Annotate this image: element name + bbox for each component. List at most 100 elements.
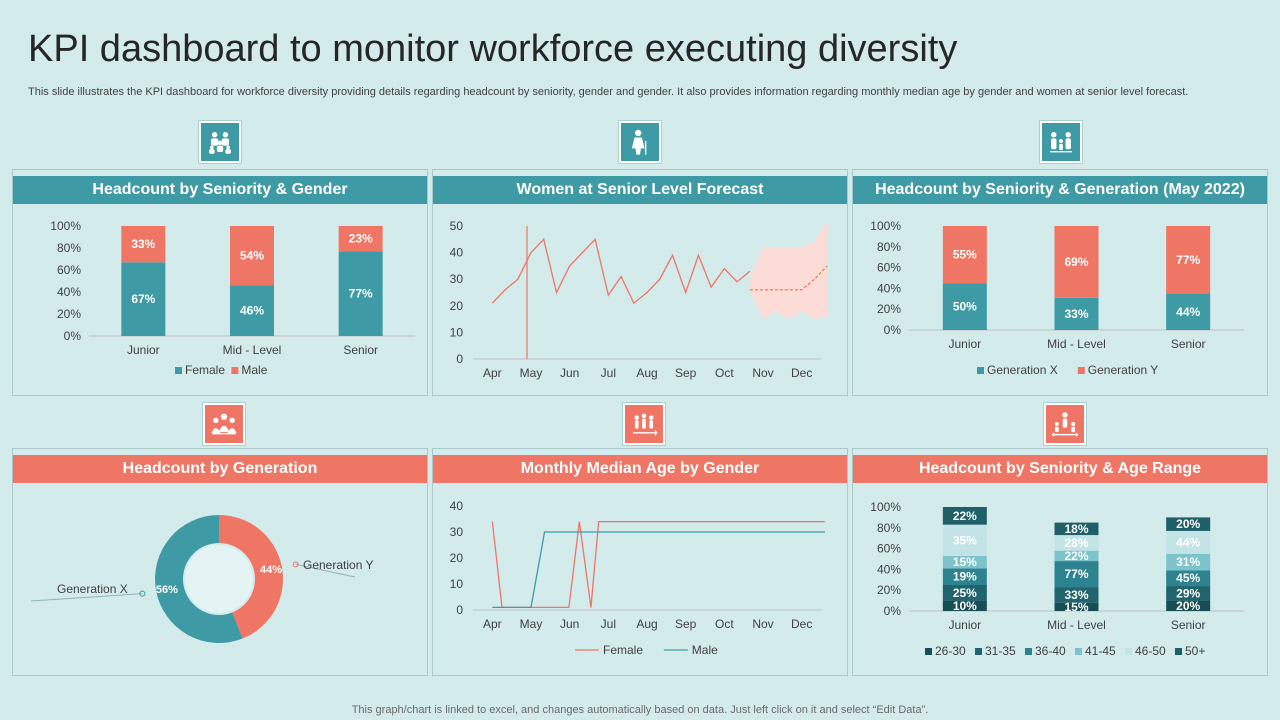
x-tick-label: Aug [636, 366, 657, 380]
panel-women-forecast: Women at Senior Level Forecast 0 10 20 30 40… [432, 169, 848, 396]
data-label: 35% [953, 533, 977, 547]
data-label: 33% [1064, 588, 1088, 602]
series-line-actual [491, 237, 751, 305]
bar-generation-x [1054, 297, 1099, 330]
bar-female [230, 285, 274, 336]
data-label: 25% [953, 586, 977, 600]
data-label: 15% [1064, 600, 1088, 614]
data-label: 18% [1064, 522, 1088, 536]
y-tick-label: 20% [877, 583, 901, 597]
bar-generation-y [942, 226, 987, 284]
women-forecast-chart: 0 10 20 30 40 50 Apr May Jun Jul Aug Sep Oct Nov Dec [450, 219, 828, 380]
y-tick-label: 100% [870, 219, 901, 233]
panel-title: Monthly Median Age by Gender [433, 455, 847, 483]
legend-swatch [1125, 648, 1132, 655]
bar-41-45 [1054, 550, 1099, 562]
y-tick-label: 0 [456, 352, 463, 366]
legend-swatch [977, 367, 984, 374]
panel-title: Headcount by Seniority & Age Range [853, 455, 1267, 483]
bar-46-50 [942, 524, 987, 556]
seniority-generation-chart: 0% 20% 40% 60% 80% 100% 50% 55% Junior 33% 69% Mid … [870, 219, 1244, 377]
y-tick-label: 60% [877, 261, 901, 275]
data-label: 54% [240, 249, 264, 263]
data-label: 33% [131, 237, 155, 251]
x-tick-label: Jul [601, 366, 616, 380]
page-title: KPI dashboard to monitor workforce execu… [28, 28, 958, 70]
x-tick-label: Mid - Level [223, 343, 282, 357]
bar-generation-y [1054, 226, 1099, 298]
bar-50+ [1054, 522, 1099, 536]
y-tick-label: 100% [50, 219, 81, 233]
series-line-male [492, 531, 825, 609]
y-tick-label: 60% [57, 263, 81, 277]
data-label: 33% [1064, 307, 1088, 321]
y-tick-label: 40 [450, 499, 464, 513]
slice-name: Generation Y [303, 558, 374, 572]
y-tick-label: 10 [450, 325, 464, 339]
y-tick-label: 20 [450, 551, 464, 565]
x-tick-label: Junior [127, 343, 160, 357]
elderly-woman-icon [618, 120, 662, 164]
data-label: 22% [953, 509, 977, 523]
y-tick-label: 30 [450, 272, 464, 286]
panel-seniority-gender: Headcount by Seniority & Gender 0% 20% 40%… [12, 169, 428, 396]
x-tick-label: Senior [1171, 618, 1206, 632]
seniority-age-chart: 0%20%40%60%80%100%10%25%19%15%35%22%Juni… [870, 500, 1244, 658]
median-age-chart: 0 10 20 30 40 Apr May Jun Jul Aug Sep Oct Nov Dec Fema… [450, 499, 825, 657]
x-tick-label: Jun [560, 617, 579, 631]
bar-male [230, 226, 274, 286]
bar-50+ [942, 507, 987, 525]
data-label: 77% [349, 287, 373, 301]
panel-title: Headcount by Seniority & Generation (May… [853, 176, 1267, 204]
data-label: 50% [953, 300, 977, 314]
panel-median-age: Monthly Median Age by Gender 0 10 20 30 40 Ap… [432, 448, 848, 676]
data-label: 15% [953, 555, 977, 569]
x-tick-label: Senior [343, 343, 378, 357]
y-tick-label: 0% [884, 604, 902, 618]
panel-title: Headcount by Generation [13, 455, 427, 483]
legend-label: 50+ [1185, 644, 1205, 658]
y-tick-label: 10 [450, 577, 464, 591]
data-label: 77% [1064, 567, 1088, 581]
y-tick-label: 30 [450, 525, 464, 539]
leader-line [30, 593, 143, 602]
y-tick-label: 100% [870, 500, 901, 514]
bar-male [338, 226, 383, 252]
bar-46-50 [1166, 530, 1211, 554]
data-label: 31% [1176, 555, 1200, 569]
data-label: 67% [131, 292, 155, 306]
data-label: 69% [1064, 255, 1088, 269]
generation-donut-chart: 44% Generation Y 56% Generation X [30, 515, 374, 643]
legend-label: Generation Y [1088, 363, 1159, 377]
leader-dot [292, 561, 299, 568]
bar-41-45 [942, 555, 987, 569]
legend-label: Female [185, 363, 225, 377]
legend-label: Male [241, 363, 267, 377]
bar-26-30 [942, 600, 987, 611]
bar-female [338, 251, 383, 336]
legend-label: Female [603, 643, 643, 657]
y-tick-label: 0% [64, 329, 82, 343]
x-tick-label: Apr [483, 366, 502, 380]
x-tick-label: Dec [791, 366, 812, 380]
panel-title: Women at Senior Level Forecast [433, 176, 847, 204]
x-tick-label: Jul [601, 617, 616, 631]
bar-male [121, 226, 166, 263]
data-label: 29% [1176, 586, 1200, 600]
x-tick-label: Oct [715, 617, 734, 631]
series-line-female [491, 520, 825, 609]
panel-generation: Headcount by Generation 44% Generation Y 5… [12, 448, 428, 676]
x-tick-label: Mid - Level [1047, 618, 1106, 632]
slice-label: 44% [260, 564, 282, 576]
slice-label: 56% [156, 584, 178, 596]
x-tick-label: Nov [752, 366, 773, 380]
y-tick-label: 40% [57, 285, 81, 299]
data-label: 45% [1176, 571, 1200, 585]
x-tick-label: Senior [1171, 337, 1206, 351]
bar-50+ [1166, 517, 1211, 531]
data-label: 10% [953, 599, 977, 613]
legend-swatch [1025, 648, 1032, 655]
bar-31-35 [1166, 586, 1211, 601]
age-range-icon [1043, 402, 1087, 446]
bar-31-35 [942, 585, 987, 601]
